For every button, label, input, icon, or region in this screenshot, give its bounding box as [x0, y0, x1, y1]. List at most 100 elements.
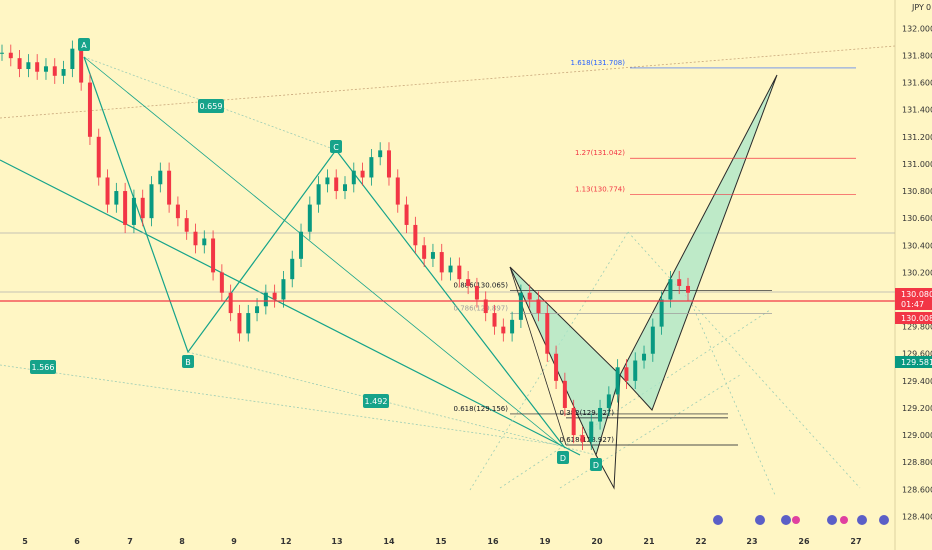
candle-body: [158, 170, 163, 185]
y-tick-label: 129.600: [902, 350, 932, 359]
candle-body: [211, 238, 216, 273]
candle-body: [17, 58, 22, 70]
candle-body: [457, 265, 462, 280]
event-icon: [792, 516, 800, 524]
fib-label: 0.618(128.927): [560, 436, 615, 444]
descending-trendline: [0, 159, 581, 456]
x-tick-label: 23: [746, 537, 757, 546]
y-tick-label: 131.800: [902, 51, 932, 60]
ratio-labels: 0.659 1.566 1.492: [30, 99, 389, 408]
candle-body: [290, 258, 295, 280]
candle-body: [571, 407, 576, 436]
candle-body: [395, 177, 400, 205]
x-tick-label: 22: [695, 537, 706, 546]
fib-label: 0.618(129.156): [454, 405, 509, 413]
candle-body: [430, 252, 435, 259]
candle-body: [70, 48, 75, 70]
x-tick-label: 19: [539, 537, 551, 546]
candle-body: [272, 292, 277, 300]
candle-body: [307, 204, 312, 232]
candle-body: [360, 170, 365, 178]
y-tick-label: 131.600: [902, 79, 932, 88]
currency-label: JPY: [911, 3, 924, 12]
candle-body: [474, 285, 479, 300]
x-tick-label: 16: [487, 537, 499, 546]
y-tick-label: 131.000: [902, 160, 932, 169]
event-icon: [827, 515, 837, 525]
price-axis[interactable]: 132.000 131.800 131.600 131.400 131.200 131.0…: [894, 0, 932, 550]
candle-body: [536, 299, 541, 314]
candle-body: [606, 394, 611, 408]
candle-body: [527, 292, 532, 300]
price-tag: [895, 312, 932, 324]
ratio-label-1492: 1.492: [365, 397, 388, 406]
trend-lines: [0, 45, 896, 496]
upper-dotted-trendline: [0, 45, 896, 119]
event-icons[interactable]: [713, 515, 889, 525]
candle-body: [633, 360, 638, 381]
ac-dotted-line: [83, 56, 337, 151]
event-icon: [857, 515, 867, 525]
candle-body: [123, 191, 128, 225]
candle-body: [598, 407, 603, 422]
candle-body: [483, 299, 488, 314]
candle-body: [422, 245, 427, 259]
fib-levels: 1.618(131.708) 1.27(131.042) 1.13(130.774)…: [454, 59, 856, 446]
candle-body: [43, 66, 48, 72]
candle-body: [642, 353, 647, 361]
x-tick-label: 7: [127, 537, 133, 546]
candle-body: [228, 292, 233, 314]
candle-body: [79, 48, 84, 83]
candle-body: [35, 62, 40, 72]
y-tick-label: 129.200: [902, 404, 932, 413]
candle-body: [659, 299, 664, 327]
price-tag: [895, 356, 932, 368]
event-icon: [713, 515, 723, 525]
xabcd-pattern: [83, 56, 566, 449]
fib-label: 0.786(129.897): [454, 304, 509, 312]
price-tag-label: 130.008: [901, 314, 932, 323]
candle-body: [263, 292, 268, 307]
y-tick-label: 131.200: [902, 133, 932, 142]
y-tick-label: 128.600: [902, 485, 932, 494]
candle-body: [492, 313, 497, 327]
candle-body: [518, 292, 523, 320]
candle-body: [413, 224, 418, 246]
x-tick-label: 8: [179, 537, 185, 546]
candle-body: [501, 326, 506, 334]
y-tick-label: 132.000: [902, 24, 932, 33]
right-triangle: [619, 74, 778, 411]
x-tick-label: 21: [643, 537, 655, 546]
candle-body: [114, 191, 119, 205]
candle-body: [439, 252, 444, 273]
point-label-box: [78, 38, 90, 51]
candle-body: [677, 279, 682, 286]
candle-body: [96, 136, 101, 178]
x-tick-label: 20: [591, 537, 603, 546]
price-tag-label: 129.581: [901, 358, 932, 367]
y-tick-label: 128.400: [902, 512, 932, 521]
point-label-box: [590, 458, 602, 471]
candle-body: [650, 326, 655, 354]
candle-body: [615, 367, 620, 395]
candle-body: [299, 231, 304, 259]
candle-body: [246, 313, 251, 334]
candle-body: [52, 66, 57, 76]
x-tick-label: 12: [280, 537, 291, 546]
candle-body: [281, 279, 286, 300]
ratio-label-0659: 0.659: [200, 102, 223, 111]
y-tick-label: 130.200: [902, 268, 932, 277]
y-tick-label: 129.800: [902, 323, 932, 332]
point-label: D: [593, 461, 599, 470]
fib-label: 0.886(130.065): [454, 282, 509, 290]
candle-body: [175, 204, 180, 219]
candle-body: [545, 313, 550, 354]
candle-body: [554, 353, 559, 381]
candle-body: [87, 82, 92, 137]
candle-body: [26, 62, 31, 70]
candles: [0, 40, 690, 451]
y-tick-label: 128.800: [902, 458, 932, 467]
time-axis[interactable]: 5 6 7 8 9 12 13 14 15 16 19 20 21 22 23 26 27: [22, 537, 861, 546]
